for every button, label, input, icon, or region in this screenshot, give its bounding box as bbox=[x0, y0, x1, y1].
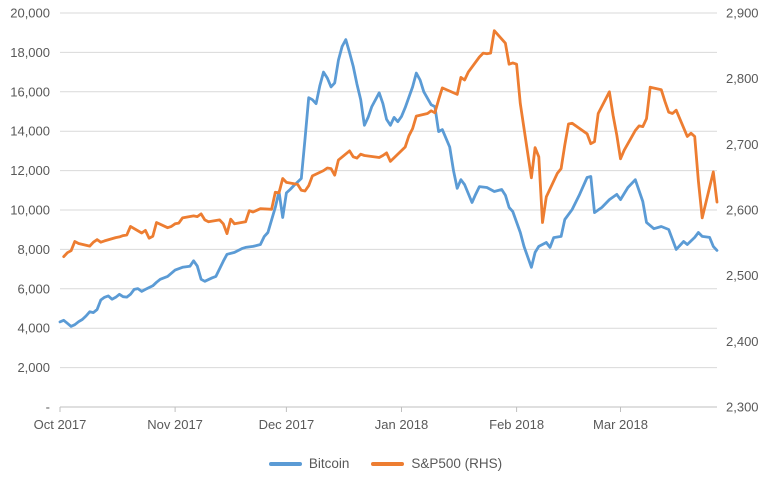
x-axis-label: Mar 2018 bbox=[593, 417, 648, 432]
y-left-tick-label: 2,000 bbox=[17, 360, 50, 375]
y-right-tick-label: 2,300 bbox=[726, 400, 759, 415]
legend-label-bitcoin: Bitcoin bbox=[308, 456, 350, 471]
legend-item-bitcoin[interactable]: Bitcoin bbox=[268, 456, 350, 471]
y-right-tick-label: 2,500 bbox=[726, 268, 759, 283]
chart-legend: Bitcoin S&P500 (RHS) bbox=[0, 456, 771, 471]
y-right-tick-label: 2,400 bbox=[726, 334, 759, 349]
y-left-tick-label: 20,000 bbox=[10, 6, 50, 21]
x-axis-label: Nov 2017 bbox=[147, 417, 203, 432]
y-left-tick-label: 10,000 bbox=[10, 203, 50, 218]
x-axis-label: Jan 2018 bbox=[375, 417, 429, 432]
series-line-bitcoin bbox=[58, 38, 719, 328]
sp500-line-swatch bbox=[371, 461, 405, 466]
x-axis-label: Dec 2017 bbox=[259, 417, 315, 432]
y-right-tick-label: 2,600 bbox=[726, 203, 759, 218]
series-line-s-p500-rhs bbox=[62, 29, 719, 259]
x-axis-label: Feb 2018 bbox=[489, 417, 544, 432]
y-left-tick-label: 18,000 bbox=[10, 45, 50, 60]
y-left-tick-label: 14,000 bbox=[10, 124, 50, 139]
x-axis-label: Oct 2017 bbox=[34, 417, 87, 432]
legend-item-sp500[interactable]: S&P500 (RHS) bbox=[371, 456, 502, 471]
y-left-tick-label: 4,000 bbox=[17, 321, 50, 336]
y-left-tick-label: 8,000 bbox=[17, 242, 50, 257]
y-right-tick-label: 2,900 bbox=[726, 6, 759, 21]
y-left-tick-label: - bbox=[46, 400, 50, 415]
y-right-tick-label: 2,700 bbox=[726, 137, 759, 152]
y-left-tick-label: 6,000 bbox=[17, 281, 50, 296]
legend-label-sp500: S&P500 (RHS) bbox=[411, 456, 503, 471]
y-right-tick-label: 2,800 bbox=[726, 71, 759, 86]
y-left-tick-label: 12,000 bbox=[10, 163, 50, 178]
bitcoin-line-swatch bbox=[268, 461, 302, 466]
y-left-tick-label: 16,000 bbox=[10, 84, 50, 99]
